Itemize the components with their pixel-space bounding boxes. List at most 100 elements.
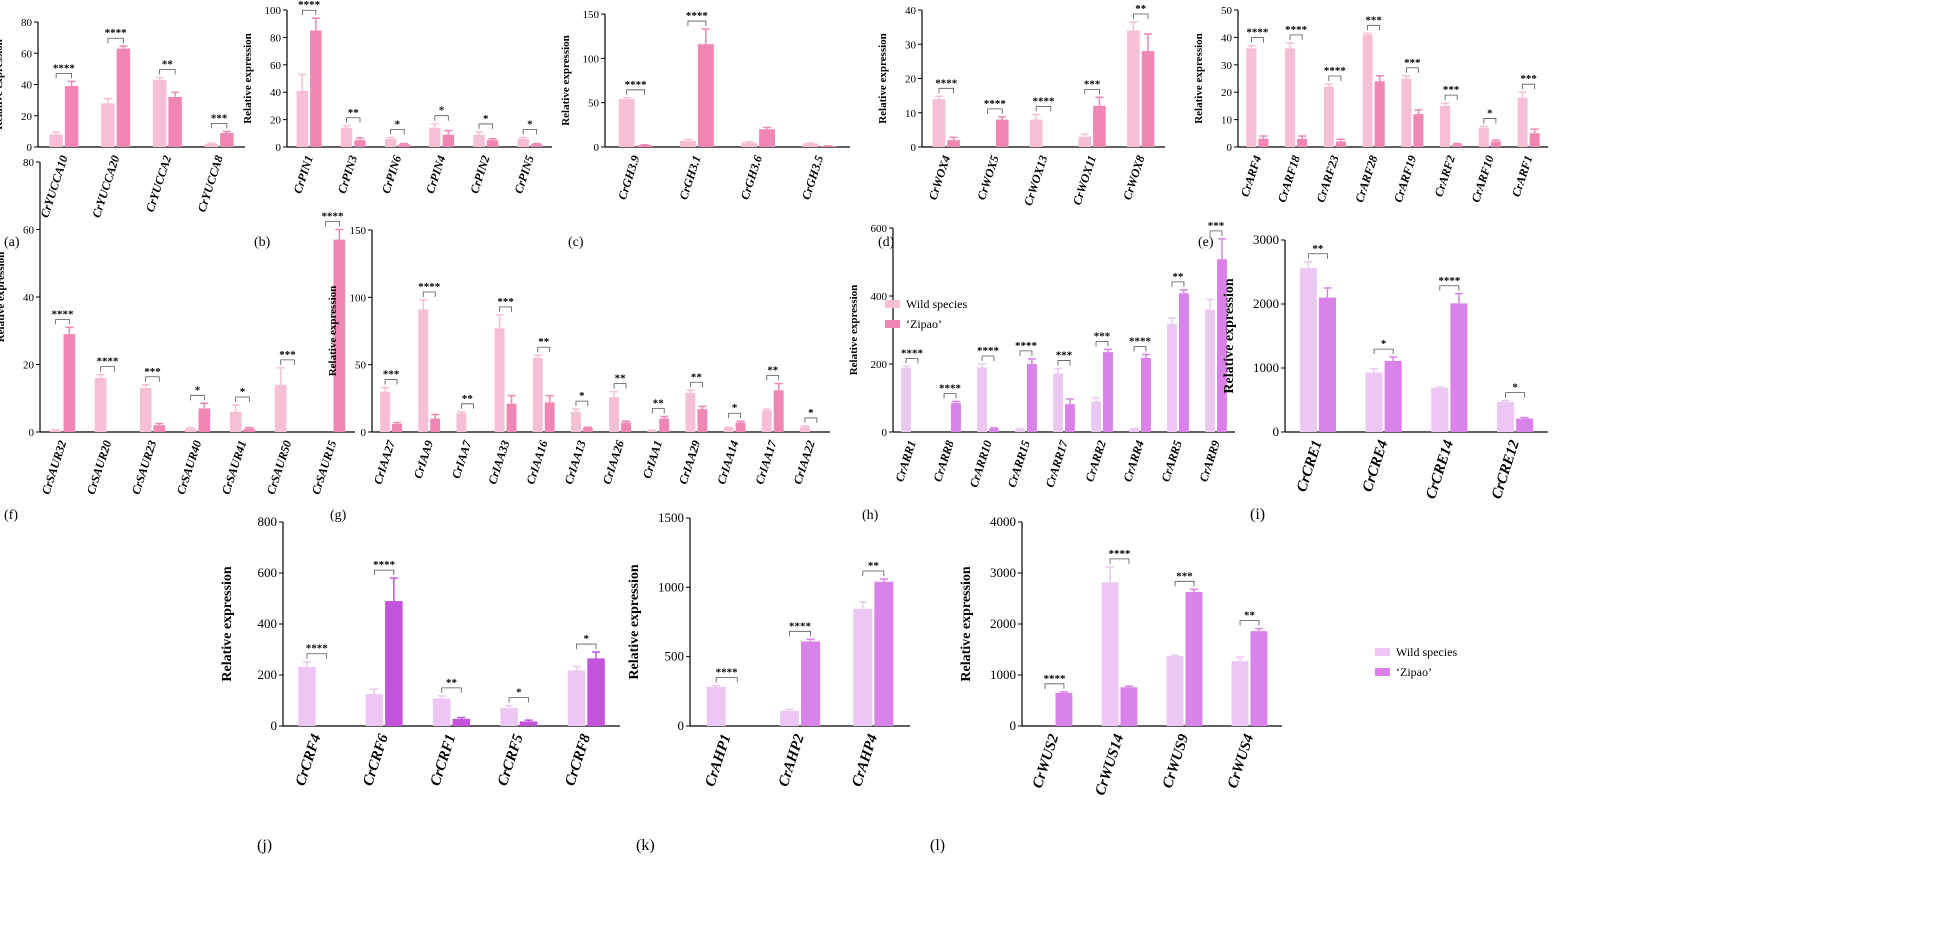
significance-label: ***	[1365, 14, 1382, 26]
y-axis-label: Relative expression	[1222, 278, 1237, 393]
significance-bracket	[280, 359, 295, 365]
y-tick-label: 40	[905, 5, 917, 17]
category-label: CrARF1	[1509, 154, 1536, 199]
legend-swatch-wild-2	[1375, 648, 1390, 656]
significance-label: ****	[53, 62, 76, 74]
category-label: CrIAA26	[600, 439, 627, 486]
bar-b-CrPIN6-wild	[384, 138, 397, 147]
category-label: CrYUCCA20	[89, 154, 122, 220]
significance-label: ****	[1129, 335, 1152, 347]
panel-letter: (d)	[878, 235, 895, 250]
category-label: CrPIN4	[423, 154, 448, 196]
y-tick-label: 50	[1221, 5, 1233, 17]
significance-bracket	[434, 115, 449, 121]
category-label: CrIAA22	[790, 439, 817, 486]
significance-label: ****	[1438, 275, 1461, 287]
y-tick-label: 60	[270, 60, 282, 72]
y-tick-label: 10	[905, 108, 917, 120]
significance-bracket	[1439, 285, 1460, 291]
y-axis-label: Relative expression	[959, 566, 974, 681]
bar-j-CrCRF1-zipao	[452, 718, 471, 726]
y-axis-label: Relative expression	[0, 252, 7, 343]
bar-g-CrIAA14-zipao	[735, 422, 746, 432]
significance-label: *	[1512, 382, 1518, 394]
significance-label: **	[348, 107, 360, 119]
bar-g-CrIAA13-zipao	[582, 427, 593, 432]
y-tick-label: 20	[23, 360, 35, 372]
y-tick-label: 50	[588, 98, 600, 110]
significance-bracket	[1239, 620, 1260, 626]
significance-label: **	[162, 58, 174, 70]
bar-k-CrAHP1-wild	[706, 686, 726, 726]
significance-label: ****	[935, 77, 958, 89]
bar-f-CrSAUR41-zipao	[243, 428, 256, 432]
category-label: CrCRE4	[1360, 438, 1392, 494]
y-tick-label: 10	[1221, 115, 1233, 127]
significance-label: ***	[1094, 330, 1111, 342]
significance-bracket	[522, 129, 538, 135]
bar-g-CrIAA1-wild	[647, 430, 658, 432]
significance-label: *	[439, 105, 445, 117]
bar-g-CrIAA27-wild	[380, 391, 391, 432]
significance-label: **	[868, 560, 880, 572]
bar-g-CrIAA26-zipao	[621, 422, 632, 432]
category-label: CrAHP1	[703, 732, 735, 788]
y-tick-label: 40	[270, 87, 282, 99]
panel-letter: (j)	[257, 837, 272, 854]
bar-a-CrYUCCA10-wild	[49, 134, 63, 147]
legend-bottom: Wild species ‘Zipao’	[1375, 645, 1457, 679]
y-tick-label: 0	[1273, 424, 1280, 439]
bar-e-CrARF1-wild	[1517, 97, 1528, 147]
bar-h-CrARR5-wild	[1167, 323, 1177, 432]
bar-b-CrPIN4-zipao	[442, 134, 455, 147]
category-label: CrGH3.5	[799, 154, 826, 202]
bar-e-CrARF1-zipao	[1529, 133, 1540, 147]
bar-c-CrGH3.6-wild	[741, 142, 758, 147]
category-label: CrIAA9	[411, 439, 436, 481]
bar-d-CrWOX5-zipao	[995, 119, 1009, 147]
bar-h-CrARR17-zipao	[1065, 404, 1075, 432]
significance-label: ****	[939, 382, 962, 394]
category-label: CrCRF8	[562, 732, 594, 788]
legend-label-wild-2: Wild species	[1396, 645, 1457, 659]
y-axis-label: Relative expression	[1193, 33, 1205, 124]
category-label: CrARR8	[930, 439, 957, 484]
category-label: CrCRF4	[293, 732, 325, 788]
bar-g-CrIAA9-wild	[418, 309, 429, 432]
bar-f-CrSAUR40-wild	[184, 428, 197, 432]
legend-label-zipao: ‘Zipao’	[906, 317, 942, 331]
bar-h-CrARR1-wild	[901, 368, 911, 432]
bar-b-CrPIN5-wild	[517, 138, 529, 147]
significance-bracket	[1174, 580, 1195, 587]
bar-e-CrARF4-wild	[1246, 48, 1257, 147]
significance-label: *	[395, 118, 401, 130]
bar-h-CrARR17-wild	[1053, 373, 1063, 432]
significance-label: ***	[1443, 84, 1460, 96]
significance-bracket	[728, 412, 741, 419]
category-label: CrWOX11	[1070, 154, 1099, 207]
panel-letter: (h)	[862, 508, 879, 523]
category-label: CrWOX4	[926, 154, 954, 202]
significance-bracket	[107, 37, 124, 44]
significance-bracket	[55, 318, 70, 325]
bar-e-CrARF23-zipao	[1335, 141, 1346, 147]
bar-l-CrWUS4-zipao	[1250, 631, 1268, 726]
y-tick-label: 0	[911, 142, 917, 154]
significance-bracket	[1044, 683, 1065, 689]
y-axis-label: Relative expression	[327, 286, 339, 377]
significance-bracket	[905, 357, 919, 364]
significance-bracket	[1289, 34, 1303, 40]
significance-bracket	[651, 408, 665, 414]
bar-g-CrIAA9-zipao	[430, 418, 441, 432]
bar-f-CrSAUR41-wild	[229, 411, 242, 432]
significance-bracket	[499, 306, 512, 312]
bar-i-CrCRE4-zipao	[1384, 360, 1402, 432]
bar-g-CrIAA27-zipao	[392, 423, 403, 432]
y-tick-label: 100	[265, 5, 282, 17]
significance-label: ***	[1084, 78, 1101, 90]
bar-e-CrARF2-zipao	[1452, 144, 1463, 147]
category-label: CrWUS9	[1160, 732, 1193, 791]
category-label: CrGH3.9	[615, 154, 642, 202]
